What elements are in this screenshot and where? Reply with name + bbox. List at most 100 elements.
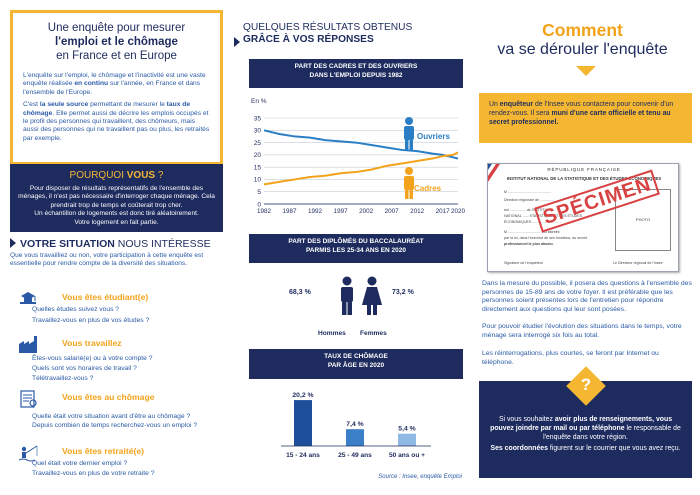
card-signature: Signature de l'enquêteur	[504, 261, 544, 265]
situation-intro: Que vous travailliez ou non, votre parti…	[10, 252, 204, 268]
unemployment-bar	[294, 400, 312, 446]
contact-text: Si vous souhaitez avoir plus de renseign…	[490, 416, 681, 453]
chart1-ylabel: En %	[251, 98, 267, 105]
question-mark-icon: ?	[580, 375, 592, 394]
down-arrow-icon	[576, 66, 596, 76]
chart1-header: PART DES CADRES ET DES OUVRIERS DANS L'EM…	[249, 59, 463, 88]
intro-paragraph-1: L'enquête sur l'emploi, le chômage et l'…	[23, 72, 206, 96]
man-icon	[341, 276, 353, 315]
woman-icon	[362, 276, 382, 315]
chart1-xtick: 2017	[436, 208, 451, 215]
series-label-managers: Cadres	[414, 184, 442, 193]
results-title: QUELQUES RÉSULTATS OBTENUS GRÂCE À VOS R…	[234, 22, 412, 47]
status-unemployed-heading: Vous êtes au chômage	[62, 392, 155, 402]
unemployment-category: 15 - 24 ans	[286, 452, 320, 459]
chart3-header: TAUX DE CHÔMAGE PAR ÂGE EN 2020	[249, 349, 463, 379]
source-note: Source : Insee, enquête Emploi	[378, 474, 462, 480]
chart1-xtick: 2020	[451, 208, 465, 215]
status-question: Quel était votre dernier emploi ?	[32, 460, 128, 467]
how-paragraph-3: Les réinterrogations, plus courtes, se f…	[482, 350, 659, 366]
unemployment-bar-label: 7,4 %	[346, 421, 363, 428]
situation-title: VOTRE SITUATION NOUS INTÉRESSE	[10, 238, 211, 250]
card-institute: INSTITUT NATIONAL DE LA STATISTIQUE ET D…	[506, 176, 662, 181]
intro-title-line3: en France et en Europe	[56, 50, 177, 62]
factory-icon	[19, 336, 37, 353]
series-label-workers: Ouvriers	[417, 132, 450, 141]
chart1-ytick: 15	[254, 164, 262, 171]
worker-icon	[404, 117, 414, 150]
flag-corner-icon	[488, 164, 500, 182]
card-line: est ................ de l'INSTITUT	[504, 208, 550, 212]
status-question: Êtes-vous salarié(e) ou à votre compte ?	[32, 355, 153, 362]
chart2-header: PART DES DIPLÔMÉS DU BACCALAURÉAT PARMIS …	[249, 234, 463, 263]
status-question: Travaillez-vous en plus de vos études ?	[32, 317, 150, 324]
diploma-value-women: 73,2 %	[392, 289, 414, 296]
card-line: professionnel le plus absolu.	[504, 242, 554, 246]
chart1-xtick: 2012	[410, 208, 425, 215]
diploma-value-men: 68,3 %	[289, 289, 311, 296]
status-question: Télétravaillez-vous ?	[32, 375, 94, 382]
why-you-text: Pour disposer de résultats représentatif…	[18, 185, 215, 226]
chart1-ytick: 25	[254, 140, 262, 147]
chart1-ytick: 0	[257, 201, 261, 208]
chart1-ytick: 10	[254, 177, 262, 184]
card-line: par la loi, dans l'exercice de ses fonct…	[504, 236, 587, 240]
unemployment-category: 50 ans ou +	[389, 452, 425, 459]
how-paragraph-2: Pour pouvoir étudier l'évolution des sit…	[482, 323, 682, 339]
chart1-ytick: 30	[254, 128, 262, 135]
workers-managers-line-chart: 0 5 10 15 20 25 30 35 1982 1987 1992 1997 2002 2007 20…	[251, 98, 465, 215]
contact-box: ? Si vous souhaitez avoir plus de rensei…	[479, 366, 692, 478]
status-question: Depuis combien de temps recherchez-vous …	[32, 422, 198, 429]
status-question: Quels sont vos horaires de travail ?	[32, 365, 137, 372]
card-signature: Le Directeur régional de l'Insee	[613, 261, 663, 265]
status-work-heading: Vous travaillez	[62, 338, 122, 348]
card-line: M ................................. est …	[504, 230, 560, 234]
unemployment-category: 25 - 49 ans	[338, 452, 372, 459]
chart1-xtick: 1987	[283, 208, 298, 215]
status-question: Quelle était votre situation avant d'êtr…	[32, 413, 191, 420]
unemployment-bar	[398, 433, 416, 446]
card-line: ÉCONOMIQUES ............................…	[504, 220, 562, 224]
manager-icon	[404, 167, 414, 199]
student-icon	[20, 292, 36, 304]
status-retired-heading: Vous êtes retraité(e)	[62, 446, 144, 456]
card-line: NATIONAL ...... STATISTIQUE ET DES ÉTUDE…	[504, 214, 583, 218]
intro-title-line2: l'emploi et le chômage	[55, 36, 178, 48]
card-line: M ......................................…	[504, 190, 551, 194]
intro-paragraph-2: C'est la seule source permettant de mesu…	[23, 101, 210, 142]
unemployment-bar-label: 20,2 %	[292, 392, 313, 399]
why-you-box: POURQUOI VOUS ? Pour disposer de résulta…	[10, 164, 223, 232]
status-question: Quelles études suivez vous ?	[32, 306, 119, 313]
chart1-xtick: 1997	[334, 208, 349, 215]
status-question: Travaillez-vous en plus de votre retrait…	[32, 470, 155, 477]
card-line: Direction régionale de ..............	[504, 198, 554, 202]
intro-title-line1: Une enquête pour mesurer	[47, 22, 186, 34]
card-header: RÉPUBLIQUE FRANÇAISE	[547, 167, 621, 172]
interviewer-box: Un enquêteur de l'Insee vous contactera …	[479, 93, 692, 143]
chart1-ytick: 35	[254, 115, 262, 122]
intro-title: Une enquête pour mesurer l'emploi et le …	[13, 21, 220, 63]
how-title: Comment va se dérouler l'enquête	[497, 20, 668, 58]
why-you-title: POURQUOI VOUS ?	[69, 170, 164, 181]
card-photo-box: PHOTO	[615, 189, 671, 251]
official-card: RÉPUBLIQUE FRANÇAISE INSTITUT NATIONAL D…	[487, 163, 679, 272]
chart1-ytick: 20	[254, 152, 262, 159]
chart1-ytick: 5	[257, 189, 261, 196]
chart1-xtick: 2007	[385, 208, 400, 215]
intro-box: Une enquête pour mesurer l'emploi et le …	[10, 10, 223, 165]
series-line-workers	[263, 129, 459, 160]
diploma-label-men: Hommes	[318, 330, 346, 337]
unemployment-bar-chart: 20,2 % 15 - 24 ans 7,4 % 25 - 49 ans 5,4 % 50…	[281, 392, 431, 459]
chart1-xtick: 1982	[257, 208, 272, 215]
newspaper-icon	[20, 390, 37, 408]
chart1-xtick: 2002	[359, 208, 374, 215]
series-line-managers	[263, 151, 459, 186]
how-paragraph-1: Dans la mesure du possible, il posera de…	[482, 280, 692, 313]
unemployment-bar	[346, 429, 364, 446]
diploma-chart: 68,3 % 73,2 % Hommes Femmes	[249, 272, 463, 347]
chart1-xtick: 1992	[308, 208, 323, 215]
fishing-icon	[18, 445, 38, 462]
diploma-label-women: Femmes	[360, 330, 387, 337]
status-student-heading: Vous êtes étudiant(e)	[62, 292, 149, 302]
unemployment-bar-label: 5,4 %	[398, 426, 415, 433]
